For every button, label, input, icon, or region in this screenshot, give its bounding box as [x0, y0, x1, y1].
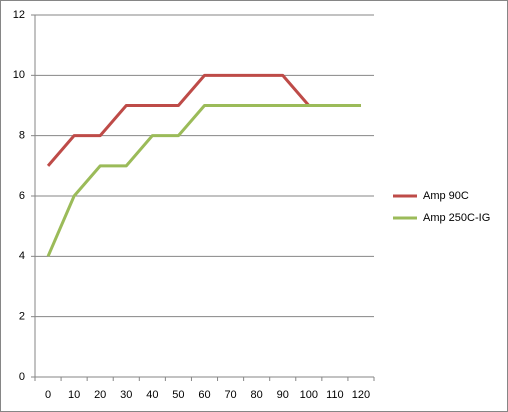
x-tick-label: 120 — [352, 389, 370, 401]
y-tick-label: 12 — [13, 9, 25, 21]
y-tick-label: 8 — [19, 130, 25, 142]
y-tick-label: 4 — [19, 250, 25, 262]
x-tick-label: 90 — [277, 389, 289, 401]
x-tick-label: 110 — [326, 389, 344, 401]
x-tick-label: 80 — [251, 389, 263, 401]
x-tick-label: 60 — [198, 389, 210, 401]
y-tick-label: 0 — [19, 371, 25, 383]
x-tick-label: 70 — [224, 389, 236, 401]
x-tick-label: 10 — [68, 389, 80, 401]
legend-label: Amp 250C-IG — [423, 212, 490, 224]
x-tick-label: 50 — [172, 389, 184, 401]
legend-label: Amp 90C — [423, 190, 469, 202]
x-tick-label: 0 — [45, 389, 51, 401]
x-tick-label: 40 — [146, 389, 158, 401]
x-tick-label: 30 — [120, 389, 132, 401]
x-tick-label: 20 — [94, 389, 106, 401]
y-tick-label: 2 — [19, 311, 25, 323]
series-line — [46, 104, 361, 257]
y-tick-label: 6 — [19, 190, 25, 202]
y-tick-label: 10 — [13, 69, 25, 81]
x-tick-label: 100 — [300, 389, 318, 401]
